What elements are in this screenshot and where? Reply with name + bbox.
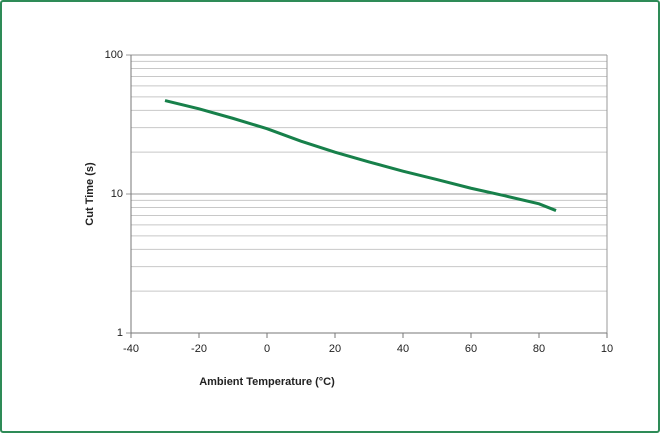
y-axis-title: Cut Time (s) — [84, 162, 96, 226]
x-axis-title: Ambient Temperature (°C) — [199, 376, 335, 388]
x-tick-label: -40 — [123, 343, 139, 355]
x-tick-label: 0 — [264, 343, 270, 355]
x-tick-label: 40 — [397, 343, 409, 355]
x-tick-label: 60 — [465, 343, 477, 355]
x-tick-label: 10 — [601, 343, 613, 355]
x-tick-label: 80 — [533, 343, 545, 355]
y-tick-label: 1 — [117, 327, 123, 339]
y-tick-label: 10 — [111, 188, 123, 200]
line — [164, 99, 557, 212]
y-tick-label: 100 — [105, 49, 123, 61]
x-tick-label: -20 — [191, 343, 207, 355]
x-tick-label: 20 — [329, 343, 341, 355]
